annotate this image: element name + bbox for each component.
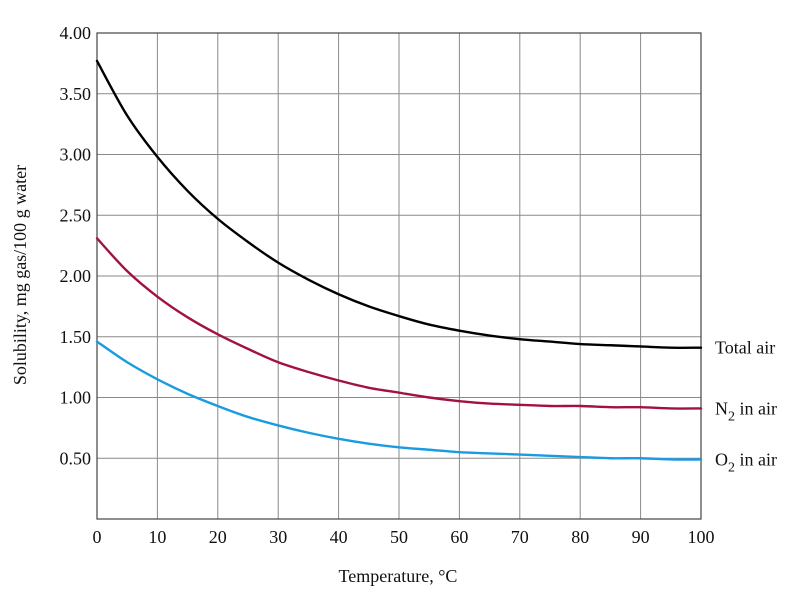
series-line-n2-in-air xyxy=(95,237,703,410)
x-tick-label: 60 xyxy=(450,527,468,547)
series-line-total-air xyxy=(95,59,703,349)
y-tick-label: 2.00 xyxy=(60,266,92,286)
y-tick-label: 0.50 xyxy=(60,448,92,468)
x-tick-label: 90 xyxy=(632,527,650,547)
series-label-total-air: Total air xyxy=(715,338,775,358)
x-tick-label: 10 xyxy=(148,527,166,547)
series-label-o2-in-air: O2 in air xyxy=(715,449,777,475)
y-tick-label: 2.50 xyxy=(60,205,92,225)
series-label-rest: in air xyxy=(735,449,777,469)
series-label-subscript: 2 xyxy=(728,409,735,424)
x-tick-label: 50 xyxy=(390,527,408,547)
plot-frame xyxy=(96,32,702,520)
y-tick-label: 4.00 xyxy=(60,23,92,43)
y-tick-label: 3.00 xyxy=(60,145,92,165)
series-label-n2-in-air: N2 in air xyxy=(715,398,777,424)
x-tick-label: 20 xyxy=(209,527,227,547)
x-tick-label: 100 xyxy=(688,527,715,547)
x-tick-label: 0 xyxy=(93,527,102,547)
x-tick-label: 40 xyxy=(330,527,348,547)
x-axis-title: Temperature, °C xyxy=(339,566,458,586)
y-tick-label: 3.50 xyxy=(60,84,92,104)
series-label-main: N xyxy=(715,398,728,418)
x-tick-label: 80 xyxy=(571,527,589,547)
series-lines xyxy=(95,59,703,461)
series-label-subscript: 2 xyxy=(728,460,735,475)
x-tick-label: 70 xyxy=(511,527,529,547)
series-label-main: O xyxy=(715,449,728,469)
series-line-o2-in-air xyxy=(95,340,703,461)
y-tick-labels: 0.50 1.00 1.50 2.00 2.50 3.00 3.50 4.00 xyxy=(60,23,92,468)
y-axis-title: Solubility, mg gas/100 g water xyxy=(10,165,30,385)
series-label-rest: in air xyxy=(735,398,777,418)
x-tick-labels: 0 10 20 30 40 50 60 70 80 90 100 xyxy=(93,527,715,547)
y-tick-label: 1.00 xyxy=(60,388,92,408)
x-tick-label: 30 xyxy=(269,527,287,547)
series-label-main: Total air xyxy=(715,338,775,358)
y-tick-label: 1.50 xyxy=(60,327,92,347)
grid xyxy=(96,32,702,519)
